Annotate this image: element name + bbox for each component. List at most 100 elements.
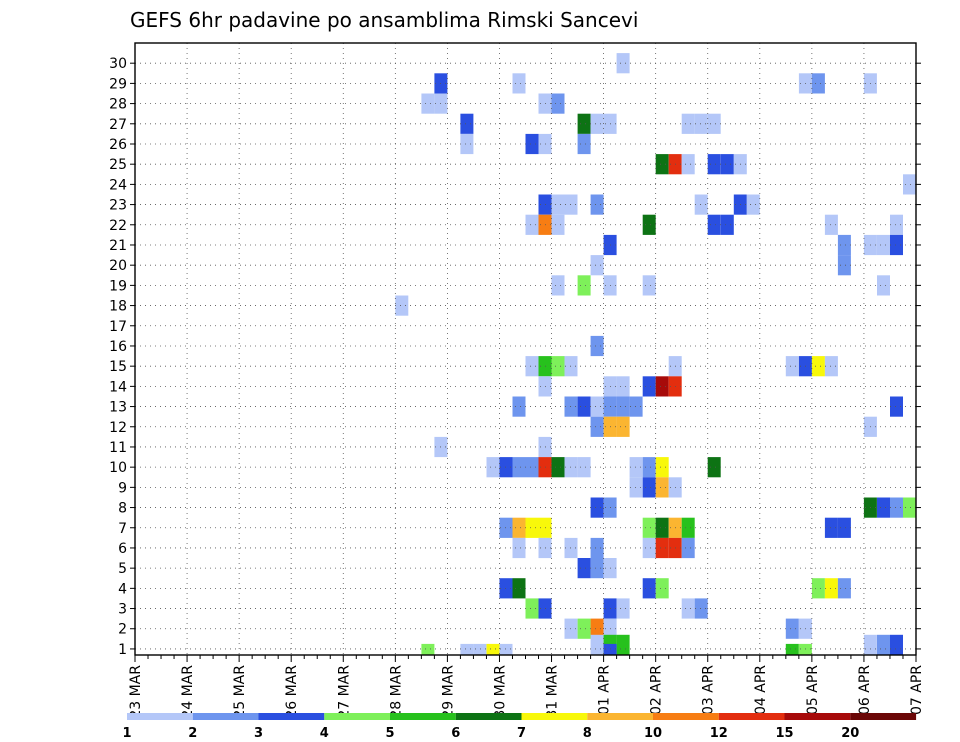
heatmap-cell [616, 598, 630, 619]
heatmap-cell [707, 214, 721, 235]
heatmap-cell [421, 93, 435, 114]
y-tick-label: 6 [118, 541, 127, 557]
heatmap-cell [877, 234, 890, 256]
colorbar-swatch [127, 713, 193, 720]
heatmap-cell [877, 275, 890, 296]
heatmap-cell [681, 113, 695, 134]
heatmap-cell [551, 457, 565, 478]
y-tick-label: 2 [118, 622, 127, 638]
heatmap-cell [577, 396, 591, 417]
x-tick-label: 23 MAR [128, 665, 144, 719]
heatmap-cell [590, 113, 604, 134]
x-tick-label: 31 MAR [545, 665, 561, 719]
colorbar-label: 3 [254, 726, 263, 741]
heatmap-cell [577, 113, 591, 134]
heatmap-cell [720, 154, 734, 175]
heatmap-cell [655, 457, 669, 478]
y-tick-label: 7 [118, 521, 127, 537]
y-tick-label: 16 [109, 339, 127, 355]
heatmap-cell [824, 517, 838, 538]
heatmap-cell [512, 537, 526, 559]
heatmap-cell [577, 558, 591, 579]
heatmap-cell [551, 194, 565, 215]
heatmap-cell [642, 517, 656, 538]
heatmap-cell [785, 618, 799, 639]
colorbar-swatch [455, 713, 522, 720]
heatmap-cell [616, 634, 630, 655]
heatmap-cell [642, 578, 656, 599]
heatmap-cell [525, 214, 539, 235]
heatmap-cell [720, 214, 734, 235]
heatmap-cell [824, 356, 838, 377]
heatmap-cell [707, 113, 721, 134]
heatmap-cell [590, 618, 604, 639]
heatmap-cell [590, 255, 604, 276]
colorbar-label: 5 [385, 726, 394, 741]
y-tick-label: 27 [109, 117, 127, 133]
colorbar-swatch [521, 713, 588, 720]
heatmap-cell [616, 53, 630, 74]
heatmap-cell [694, 598, 708, 619]
y-tick-label: 20 [109, 258, 127, 274]
y-tick-label: 30 [109, 56, 127, 72]
y-tick-label: 25 [109, 157, 127, 173]
heatmap-cell [863, 634, 877, 655]
y-tick-label: 1 [118, 642, 127, 658]
heatmap-cell [811, 578, 825, 599]
y-tick-label: 28 [109, 97, 127, 113]
colorbar-label: 2 [188, 726, 197, 741]
heatmap-cell [616, 396, 630, 417]
x-tick-label: 03 APR [701, 665, 717, 715]
heatmap-cell [824, 214, 838, 235]
heatmap-cell [642, 457, 656, 478]
heatmap-cell [512, 396, 526, 417]
heatmap-cell [473, 643, 487, 655]
heatmap-cell [811, 356, 825, 377]
heatmap-cell [642, 537, 656, 559]
heatmap-cell [590, 396, 604, 417]
heatmap-cell [877, 497, 890, 518]
y-tick-label: 18 [109, 299, 127, 315]
heatmap-cell [590, 416, 604, 437]
colorbar-label: 8 [583, 726, 592, 741]
heatmap-cell [681, 154, 695, 175]
y-tick-label: 23 [109, 198, 127, 214]
grid-lines [135, 43, 916, 655]
colorbar-swatch [587, 713, 654, 720]
heatmap-cell [460, 113, 474, 134]
heatmap-cell [486, 457, 500, 478]
heatmap-cell [811, 73, 825, 94]
y-tick-label: 24 [109, 177, 127, 193]
heatmap-cell [655, 477, 669, 498]
y-tick-label: 11 [109, 440, 127, 456]
colorbar-label: 20 [841, 726, 859, 741]
heatmap-cell [746, 194, 760, 215]
heatmap-cell [577, 618, 591, 639]
heatmap-cell [577, 133, 591, 155]
heatmap-cell [395, 295, 409, 316]
heatmap-cell [486, 643, 500, 655]
heatmap-cell [512, 578, 526, 599]
heatmap-cell [903, 497, 916, 518]
heatmap-cell [629, 477, 643, 498]
x-tick-label: 30 MAR [493, 665, 509, 719]
x-tick-label: 26 MAR [284, 665, 300, 719]
heatmap-cell [642, 477, 656, 498]
y-tick-label: 14 [109, 379, 127, 395]
heatmap-cell [551, 214, 565, 235]
y-tick-label: 21 [109, 238, 127, 254]
y-tick-label: 26 [109, 137, 127, 153]
x-tick-label: 02 APR [649, 665, 665, 715]
y-tick-label: 4 [118, 581, 127, 597]
heatmap-cell [590, 335, 604, 357]
heatmap-cell [421, 643, 435, 655]
heatmap-cell [837, 578, 851, 599]
heatmap-cell [798, 643, 812, 655]
heatmap-cell [512, 457, 526, 478]
heatmap-cell [694, 113, 708, 134]
heatmap-cell [642, 376, 656, 397]
colorbar-label: 10 [644, 726, 662, 741]
colorbar-swatch [192, 713, 259, 720]
heatmap-cells [395, 53, 916, 655]
x-tick-label: 01 APR [597, 665, 613, 715]
